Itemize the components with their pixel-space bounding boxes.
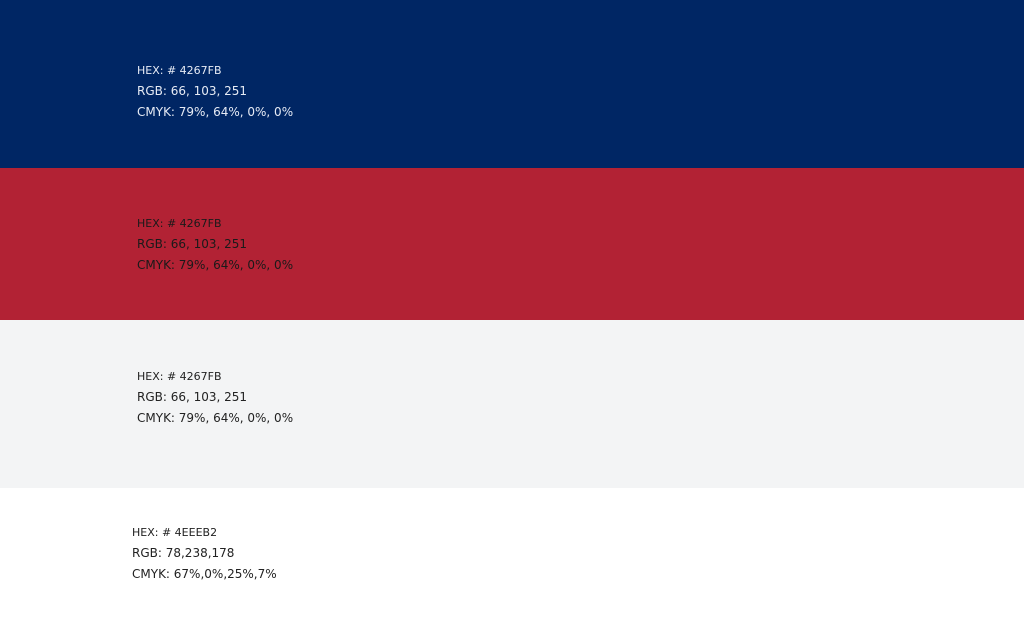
swatch-band: HEX: # 4EEEB2 RGB: 78,238,178 CMYK: 67%,…: [0, 488, 1024, 640]
cmyk-label: CMYK: 79%, 64%, 0%, 0%: [137, 105, 294, 119]
hex-label: HEX: # 4267FB: [137, 370, 222, 383]
swatch-info: HEX: # 4267FB RGB: 66, 103, 251 CMYK: 79…: [137, 366, 293, 429]
rgb-label: RGB: 66, 103, 251: [137, 237, 248, 251]
hex-label: HEX: # 4EEEB2: [132, 526, 218, 539]
swatch-band: HEX: # 4267FB RGB: 66, 103, 251 CMYK: 79…: [0, 168, 1024, 320]
swatch-info: HEX: # 4EEEB2 RGB: 78,238,178 CMYK: 67%,…: [132, 522, 277, 585]
swatch-band: HEX: # 4267FB RGB: 66, 103, 251 CMYK: 79…: [0, 0, 1024, 168]
swatch-band: HEX: # 4267FB RGB: 66, 103, 251 CMYK: 79…: [0, 320, 1024, 488]
cmyk-label: CMYK: 79%, 64%, 0%, 0%: [137, 411, 294, 425]
swatch-info: HEX: # 4267FB RGB: 66, 103, 251 CMYK: 79…: [137, 60, 293, 123]
rgb-label: RGB: 66, 103, 251: [137, 390, 248, 404]
cmyk-label: CMYK: 67%,0%,25%,7%: [132, 567, 277, 581]
hex-label: HEX: # 4267FB: [137, 217, 222, 230]
rgb-label: RGB: 66, 103, 251: [137, 84, 248, 98]
hex-label: HEX: # 4267FB: [137, 64, 222, 77]
cmyk-label: CMYK: 79%, 64%, 0%, 0%: [137, 258, 294, 272]
rgb-label: RGB: 78,238,178: [132, 546, 235, 560]
swatch-info: HEX: # 4267FB RGB: 66, 103, 251 CMYK: 79…: [137, 213, 293, 276]
